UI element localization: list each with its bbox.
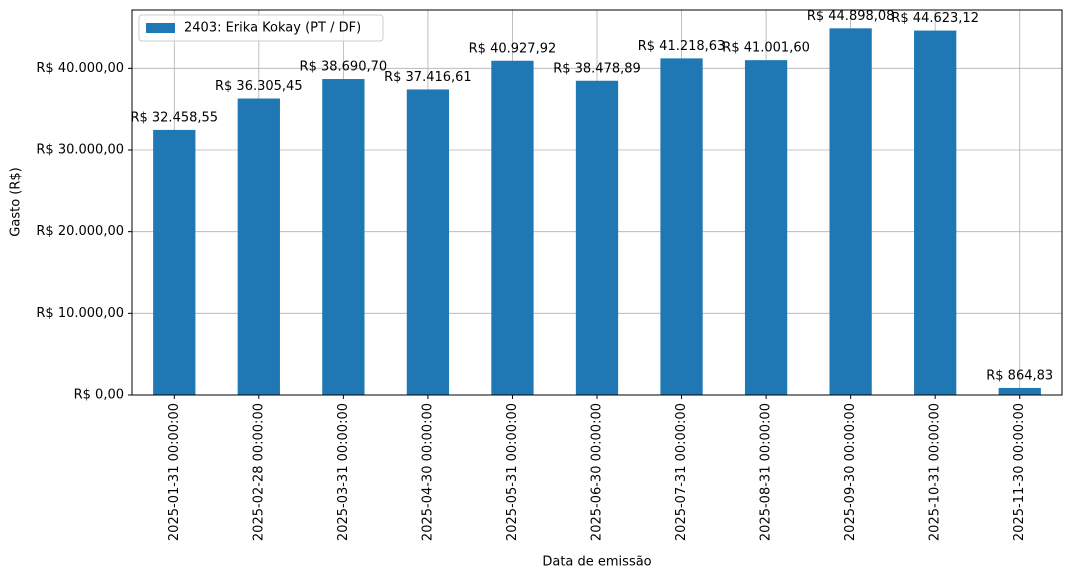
bar [829, 28, 872, 395]
legend-box [138, 14, 384, 42]
bar [406, 89, 450, 395]
x-tick-label: 2025-02-28 00:00:00 [251, 403, 266, 541]
value-label: R$ 40.927,92 [469, 41, 557, 56]
y-tick-label: R$ 0,00 [74, 388, 124, 403]
bar [153, 129, 196, 395]
value-label: R$ 38.690,70 [300, 60, 388, 75]
x-tick-label: 2025-04-30 00:00:00 [420, 403, 435, 541]
x-tick-label: 2025-10-31 00:00:00 [928, 403, 943, 541]
y-tick-label: R$ 10.000,00 [36, 306, 124, 321]
value-label: R$ 38.478,89 [553, 61, 641, 76]
value-label: R$ 864,83 [986, 368, 1053, 383]
y-tick-label: R$ 20.000,00 [36, 224, 124, 239]
x-tick-label: 2025-09-30 00:00:00 [843, 403, 858, 541]
legend-swatch [146, 23, 175, 33]
legend-label: 2403: Erika Kokay (PT / DF) [184, 21, 361, 36]
bar [744, 60, 788, 396]
bar [237, 98, 280, 395]
y-tick-label: R$ 40.000,00 [36, 61, 124, 76]
value-label: R$ 36.305,45 [215, 79, 303, 94]
x-axis-label: Data de emissão [542, 555, 651, 570]
value-label: R$ 44.623,12 [891, 11, 979, 26]
value-label: R$ 37.416,61 [384, 70, 472, 85]
bar [491, 60, 534, 395]
axes-frame [131, 9, 1063, 396]
value-label: R$ 44.898,08 [807, 9, 895, 24]
x-tick-label: 2025-11-30 00:00:00 [1012, 403, 1027, 541]
x-tick-label: 2025-01-31 00:00:00 [167, 403, 182, 541]
x-tick-label: 2025-08-31 00:00:00 [759, 403, 774, 541]
value-label: R$ 41.001,60 [722, 41, 810, 56]
bar [998, 387, 1041, 395]
value-label: R$ 32.458,55 [130, 110, 218, 125]
x-tick-label: 2025-03-31 00:00:00 [336, 403, 351, 541]
bar [660, 58, 703, 396]
bar [914, 30, 957, 396]
x-tick-label: 2025-06-30 00:00:00 [590, 403, 605, 541]
y-tick-label: R$ 30.000,00 [36, 143, 124, 158]
value-label: R$ 41.218,63 [638, 39, 726, 54]
bar [575, 80, 619, 395]
bar [322, 79, 365, 395]
y-axis-label: Gasto (R$) [9, 167, 24, 236]
x-tick-label: 2025-07-31 00:00:00 [674, 403, 689, 541]
x-tick-label: 2025-05-31 00:00:00 [505, 403, 520, 541]
